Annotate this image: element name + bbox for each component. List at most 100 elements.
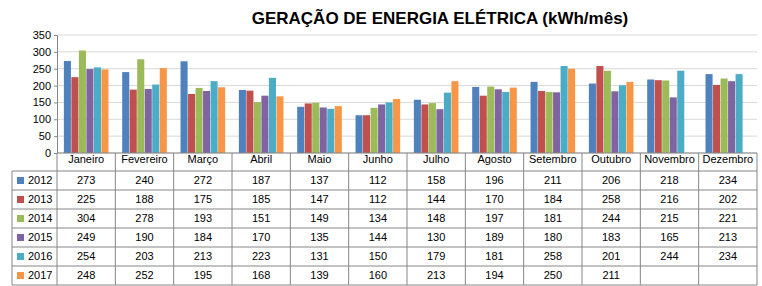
tick: Março xyxy=(188,153,219,165)
table-value: 240 xyxy=(135,174,153,186)
bar xyxy=(670,97,677,153)
bar xyxy=(728,81,735,153)
table-border xyxy=(57,153,58,285)
table-value: 150 xyxy=(369,250,387,262)
tick: 350 xyxy=(33,29,57,41)
tick: Abril xyxy=(250,153,272,165)
table-border xyxy=(698,153,699,285)
table-value: 148 xyxy=(427,212,445,224)
y-axis: 050100150200250300350 xyxy=(33,29,58,159)
table-value: 244 xyxy=(660,250,678,262)
legend-label: 2012 xyxy=(28,174,52,186)
table-value: 170 xyxy=(485,193,503,205)
table-value: 190 xyxy=(135,231,153,243)
bar xyxy=(86,69,93,153)
series-bars xyxy=(94,66,743,153)
bar xyxy=(378,104,385,153)
table-border xyxy=(12,247,757,248)
tick: Fevereiro xyxy=(121,153,167,165)
table-value: 187 xyxy=(252,174,270,186)
tick: Agosto xyxy=(477,153,511,165)
bar xyxy=(130,90,137,153)
table-value: 211 xyxy=(544,174,562,186)
table-value: 206 xyxy=(602,174,620,186)
bar xyxy=(254,102,261,153)
table-value: 194 xyxy=(485,269,503,281)
grid-line xyxy=(57,35,757,36)
table-border xyxy=(757,153,758,285)
table-value: 179 xyxy=(427,250,445,262)
table-value: 180 xyxy=(544,231,562,243)
table-value: 202 xyxy=(719,193,737,205)
tick: Janeiro xyxy=(68,153,104,165)
table-border xyxy=(12,209,757,210)
table-row: 2017248252195168139160213194250211 xyxy=(17,269,620,281)
tick-mark xyxy=(54,35,57,36)
table-row: 2015249190184170135144130189180183165213 xyxy=(17,231,737,243)
x-axis: JaneiroFevereiroMarçoAbrilMaioJunhoJulho… xyxy=(68,153,753,165)
tick-mark xyxy=(54,69,57,70)
table-value: 221 xyxy=(719,212,737,224)
tick-label: Dezembro xyxy=(702,153,753,165)
tick-mark xyxy=(54,52,57,53)
table-value: 213 xyxy=(719,231,737,243)
bar xyxy=(261,96,268,153)
bar xyxy=(611,91,618,153)
bar xyxy=(371,108,378,153)
bar xyxy=(495,89,502,153)
table-border xyxy=(12,266,757,267)
legend-label: 2015 xyxy=(28,231,52,243)
table-border xyxy=(640,153,641,285)
tick-mark xyxy=(54,86,57,87)
table-value: 258 xyxy=(544,250,562,262)
bar xyxy=(196,88,203,153)
table-value: 244 xyxy=(602,212,620,224)
table-border xyxy=(12,228,757,229)
bar xyxy=(662,81,669,153)
bar xyxy=(553,92,560,153)
bar xyxy=(246,91,253,153)
data-table: 2012273240272187137112158196211206218234… xyxy=(12,153,757,285)
bar xyxy=(736,74,743,153)
legend-key xyxy=(17,215,24,222)
table-value: 304 xyxy=(77,212,95,224)
table-row: 2013225188175185147112144170184258216202 xyxy=(17,193,737,205)
chart: GERAÇÃO DE ENERGIA ELÉTRICA (kWh/mês)050… xyxy=(0,0,762,286)
series-bars xyxy=(86,69,735,153)
table-value: 151 xyxy=(252,212,270,224)
tick-label: 100 xyxy=(33,113,51,125)
bar xyxy=(444,93,451,153)
table-value: 181 xyxy=(544,212,562,224)
bar xyxy=(276,96,283,153)
table-value: 234 xyxy=(719,250,737,262)
bar xyxy=(297,107,304,153)
tick: 50 xyxy=(39,130,57,142)
tick: 0 xyxy=(45,147,57,159)
tick-label: Novembro xyxy=(644,153,695,165)
table-value: 213 xyxy=(427,269,445,281)
table-value: 184 xyxy=(544,193,562,205)
bar xyxy=(589,84,596,153)
tick-label: Julho xyxy=(423,153,449,165)
bar xyxy=(137,59,144,153)
tick-label: Agosto xyxy=(477,153,511,165)
tick: Julho xyxy=(423,153,449,165)
bar xyxy=(531,82,538,153)
table-value: 254 xyxy=(77,250,95,262)
table-value: 144 xyxy=(427,193,445,205)
table-value: 216 xyxy=(660,193,678,205)
tick-label: Abril xyxy=(250,153,272,165)
bar xyxy=(152,85,159,153)
table-border xyxy=(465,153,466,285)
bar xyxy=(363,115,370,153)
bar xyxy=(487,87,494,153)
table-value: 223 xyxy=(252,250,270,262)
legend-key xyxy=(17,177,24,184)
series-bars xyxy=(64,61,713,153)
tick-label: Outubro xyxy=(591,153,631,165)
bar xyxy=(305,103,312,153)
bar xyxy=(122,72,129,153)
legend-label: 2014 xyxy=(28,212,52,224)
bar xyxy=(655,80,662,153)
table-value: 112 xyxy=(369,193,387,205)
